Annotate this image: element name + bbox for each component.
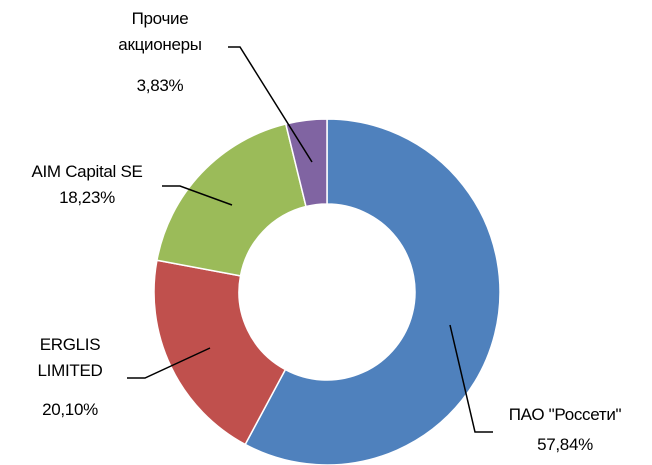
- category-label: AIM Capital SE: [31, 162, 143, 181]
- leader-line: [228, 46, 313, 163]
- donut-segment: [153, 259, 287, 446]
- leader-line: [162, 185, 233, 206]
- value-label: 20,10%: [42, 400, 98, 419]
- value-label: 3,83%: [136, 76, 184, 95]
- value-label: 18,23%: [59, 188, 115, 207]
- value-label: 57,84%: [537, 435, 593, 454]
- leader-line: [449, 324, 493, 433]
- donut-segment: [284, 118, 328, 208]
- leader-line: [127, 347, 211, 379]
- category-label: ERGLIS LIMITED: [37, 335, 103, 380]
- donut-segment: [244, 118, 501, 465]
- category-label: ПАО "Россети": [508, 405, 622, 424]
- donut-segment: [156, 123, 307, 277]
- category-label: Прочие акционеры: [118, 9, 202, 54]
